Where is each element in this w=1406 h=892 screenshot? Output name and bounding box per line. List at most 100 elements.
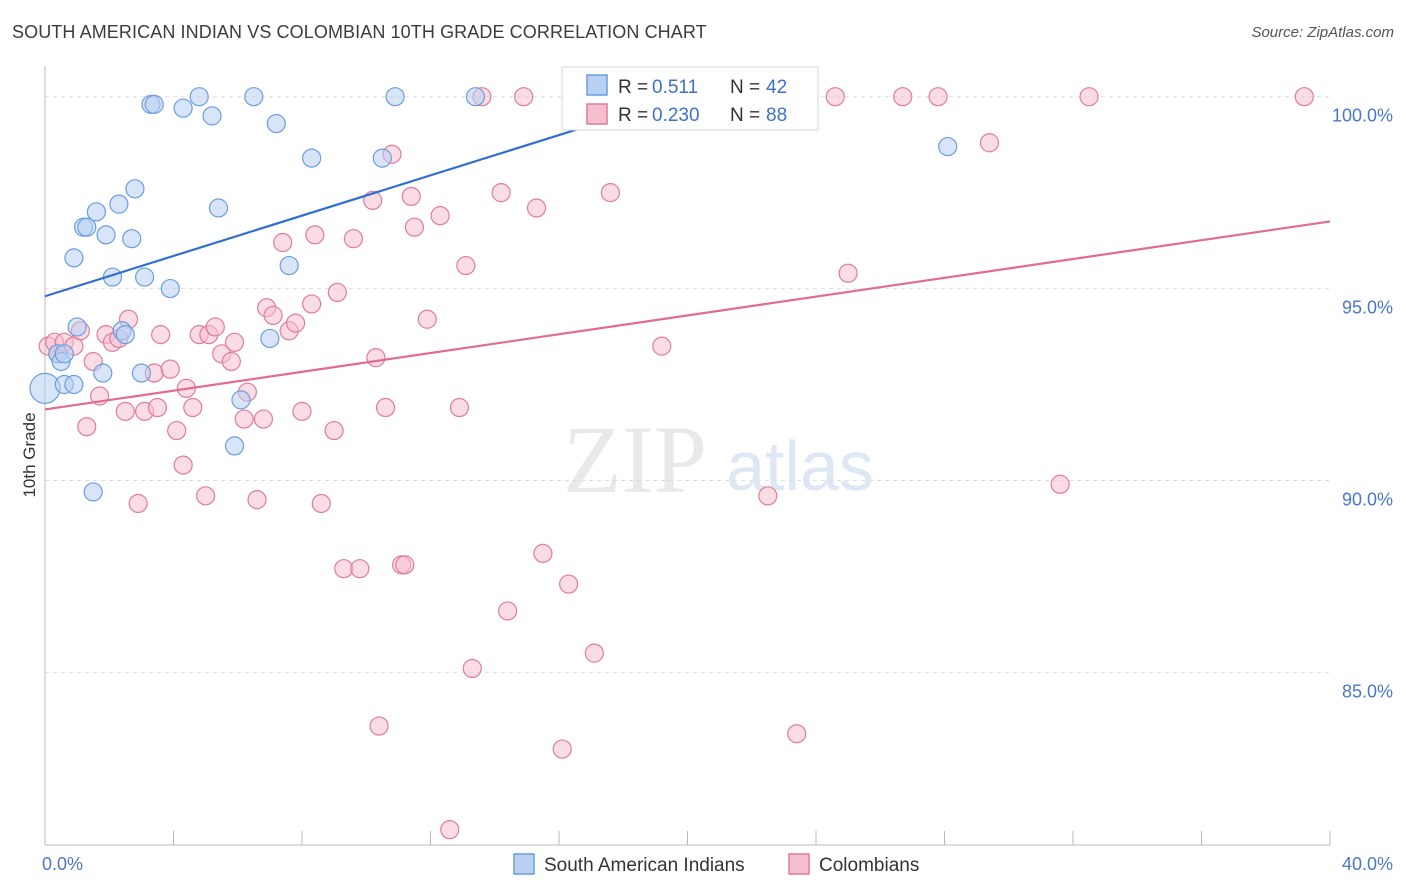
point-colombians-68 — [526, 198, 547, 218]
point-colombians-63 — [462, 658, 482, 679]
point-colombians-70 — [552, 739, 572, 759]
point-south-american-indians-3 — [54, 344, 74, 364]
point-south-american-indians-30 — [231, 390, 251, 410]
bottom-legend-swatch-colombians — [788, 853, 810, 875]
point-south-american-indians-33 — [266, 113, 286, 134]
point-south-american-indians-19 — [125, 179, 145, 199]
point-colombians-44 — [324, 420, 344, 441]
point-colombians-62 — [456, 255, 476, 276]
legend-r-label-1: R = — [618, 77, 648, 98]
point-south-american-indians-27 — [202, 106, 222, 126]
point-colombians-81 — [838, 263, 858, 283]
point-south-american-indians-9 — [77, 217, 97, 237]
trend-line-colombians — [44, 220, 1331, 411]
point-colombians-60 — [440, 820, 460, 840]
point-colombians-69 — [533, 543, 553, 563]
legend-n-value-2: 88 — [766, 105, 787, 126]
point-colombians-78 — [758, 486, 778, 506]
point-colombians-87 — [1294, 87, 1314, 107]
point-colombians-45 — [327, 282, 347, 303]
point-south-american-indians-7 — [67, 317, 87, 337]
chart-title: SOUTH AMERICAN INDIAN VS COLOMBIAN 10TH … — [12, 22, 707, 42]
x-tick-label-1: 40.0% — [1342, 854, 1393, 874]
point-colombians-34 — [253, 409, 274, 429]
point-colombians-42 — [305, 225, 325, 245]
point-south-american-indians-17 — [115, 325, 135, 345]
point-colombians-76 — [652, 336, 672, 356]
point-south-american-indians-18 — [122, 229, 142, 249]
point-colombians-66 — [498, 601, 518, 621]
y-axis-label: 10th Grade — [20, 412, 39, 497]
point-colombians-36 — [263, 305, 283, 326]
point-south-american-indians-38 — [465, 87, 486, 107]
point-colombians-40 — [292, 401, 312, 421]
point-colombians-73 — [584, 643, 604, 663]
point-colombians-48 — [350, 559, 370, 579]
point-colombians-55 — [395, 555, 415, 575]
point-colombians-43 — [311, 493, 331, 514]
bottom-legend-label-south-american-indians: South American Indians — [544, 855, 745, 876]
point-south-american-indians-21 — [134, 267, 155, 287]
point-colombians-80 — [825, 87, 845, 107]
point-south-american-indians-20 — [131, 363, 151, 383]
point-colombians-84 — [979, 133, 1000, 153]
source-label: Source: ZipAtlas.com — [1251, 24, 1394, 41]
x-tick-label-0: 0.0% — [42, 854, 83, 874]
point-colombians-82 — [893, 87, 913, 107]
point-south-american-indians-5 — [64, 248, 84, 268]
point-colombians-20 — [167, 420, 187, 441]
legend-n-label-1: N = — [730, 77, 760, 98]
point-south-american-indians-31 — [244, 87, 264, 107]
point-colombians-12 — [115, 401, 135, 421]
point-colombians-25 — [196, 486, 216, 506]
point-south-american-indians-29 — [224, 436, 245, 456]
point-colombians-83 — [928, 87, 948, 107]
point-south-american-indians-13 — [96, 225, 116, 245]
point-colombians-39 — [285, 313, 306, 333]
point-colombians-47 — [343, 229, 363, 249]
y-tick-label-1: 95.0% — [1342, 298, 1393, 318]
point-colombians-85 — [1050, 474, 1070, 494]
legend-r-label-2: R = — [618, 105, 648, 126]
point-colombians-57 — [404, 217, 425, 237]
legend-swatch-south-american-indians — [586, 74, 608, 96]
watermark-atlas: atlas — [726, 427, 874, 505]
point-colombians-29 — [221, 351, 241, 372]
bottom-legend-label-colombians: Colombians — [819, 855, 919, 876]
point-colombians-31 — [234, 409, 254, 429]
point-south-american-indians-25 — [173, 98, 193, 118]
point-colombians-33 — [247, 490, 267, 510]
point-colombians-41 — [302, 294, 322, 314]
point-colombians-61 — [449, 397, 470, 418]
data-points — [29, 87, 1314, 840]
point-colombians-14 — [128, 493, 148, 514]
point-colombians-30 — [224, 332, 245, 352]
legend-r-value-1: 0.511 — [652, 77, 698, 98]
point-south-american-indians-26 — [189, 87, 209, 107]
series-legend: South American Indians Colombians — [513, 853, 919, 876]
bottom-legend-swatch-south-american-indians — [513, 853, 535, 875]
point-south-american-indians-32 — [260, 328, 280, 349]
point-south-american-indians-41 — [938, 136, 958, 157]
point-south-american-indians-23 — [144, 94, 164, 114]
point-south-american-indians-10 — [83, 482, 103, 502]
point-colombians-27 — [205, 317, 225, 337]
point-colombians-71 — [559, 574, 579, 594]
point-south-american-indians-6 — [64, 374, 84, 395]
point-colombians-46 — [334, 559, 354, 579]
point-south-american-indians-35 — [302, 148, 322, 168]
point-colombians-58 — [417, 309, 437, 329]
point-south-american-indians-37 — [385, 87, 405, 107]
point-south-american-indians-36 — [372, 148, 392, 168]
legend-n-value-1: 42 — [766, 77, 787, 98]
point-south-american-indians-15 — [109, 194, 129, 214]
point-colombians-56 — [401, 186, 421, 207]
x-tick-labels: 0.0% 40.0% — [42, 854, 1393, 874]
point-south-american-indians-11 — [86, 202, 107, 222]
axes — [44, 66, 1331, 846]
point-colombians-74 — [600, 183, 621, 203]
y-tick-label-0: 100.0% — [1332, 106, 1393, 126]
watermark-zip: ZIP — [563, 406, 707, 513]
point-colombians-23 — [183, 397, 203, 418]
